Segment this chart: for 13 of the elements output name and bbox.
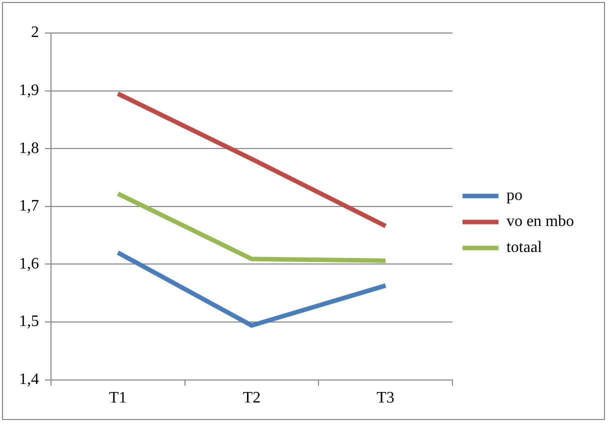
x-tick-label: T1 <box>109 390 127 407</box>
y-tick-label: 1,5 <box>19 313 39 330</box>
y-tick-label: 1,8 <box>19 140 39 157</box>
y-tick-label: 1,6 <box>19 255 39 272</box>
y-tick-label: 1,7 <box>19 198 39 215</box>
x-tick-label: T3 <box>376 390 394 407</box>
y-tick-label: 1,4 <box>19 371 39 388</box>
y-tick-label: 2 <box>31 24 39 42</box>
legend-label: totaal <box>506 239 543 256</box>
y-tick-label: 1,9 <box>19 82 39 100</box>
x-tick-label: T2 <box>242 390 261 407</box>
legend-label: po <box>506 187 522 204</box>
legend-label: vo en mbo <box>506 213 574 230</box>
